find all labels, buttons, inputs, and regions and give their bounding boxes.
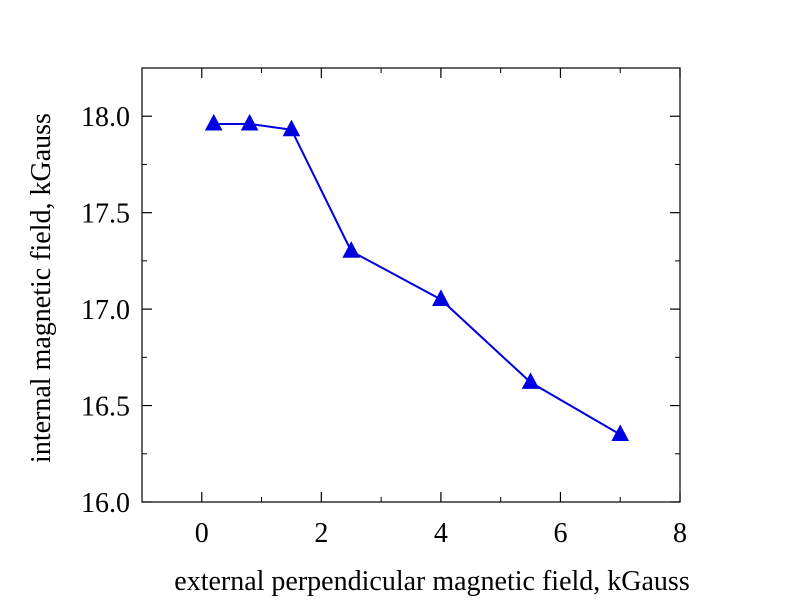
data-point-triangle bbox=[342, 241, 361, 258]
x-tick-label: 4 bbox=[434, 518, 448, 549]
y-tick-label: 18.0 bbox=[81, 102, 130, 133]
x-tick-label: 6 bbox=[553, 518, 567, 549]
data-point-triangle bbox=[611, 424, 630, 441]
data-point-triangle bbox=[204, 113, 223, 131]
data-point-triangle bbox=[282, 119, 301, 137]
axis-tick-labels: 0 2 4 6 8 16.0 16.5 17.0 17.5 18.0 bbox=[81, 102, 687, 549]
y-tick-label: 17.5 bbox=[81, 199, 130, 230]
x-tick-label: 2 bbox=[314, 518, 328, 549]
x-tick-label: 0 bbox=[195, 518, 209, 549]
axis-ticks bbox=[141, 68, 681, 503]
series-layer bbox=[204, 113, 630, 441]
data-point-triangle bbox=[240, 113, 259, 131]
y-tick-label: 16.5 bbox=[81, 392, 130, 423]
series-line bbox=[213, 122, 621, 436]
y-axis-label: internal magnetic field, kGauss bbox=[26, 113, 57, 463]
x-axis-label: external perpendicular magnetic field, k… bbox=[174, 566, 689, 597]
y-tick-label: 17.0 bbox=[81, 295, 130, 326]
plot-frame bbox=[141, 67, 681, 503]
data-point-triangle bbox=[521, 372, 540, 389]
data-point-triangle bbox=[432, 289, 450, 306]
y-tick-label: 16.0 bbox=[81, 488, 130, 519]
x-tick-label: 8 bbox=[673, 518, 687, 549]
